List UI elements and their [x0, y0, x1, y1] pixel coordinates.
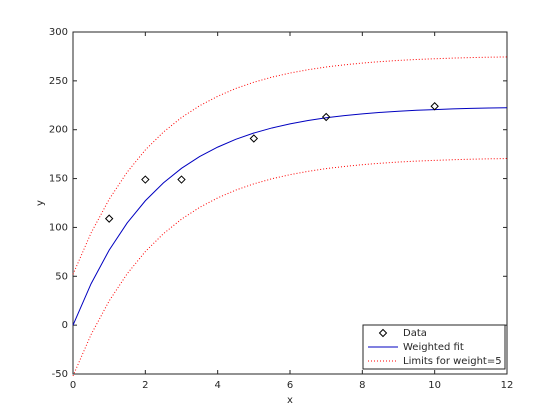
data-point [321, 112, 331, 122]
x-tick-label: 6 [287, 380, 293, 391]
upper-limit-line [72, 56, 508, 275]
y-tick-label: 50 [55, 271, 68, 282]
y-tick-label: 300 [49, 27, 68, 38]
x-tick-label: 12 [501, 380, 514, 391]
x-tick-label: 8 [359, 380, 365, 391]
data-point [177, 175, 186, 184]
x-axis-label: x [287, 395, 293, 406]
x-tick-label: 4 [214, 380, 220, 391]
axes-box [72, 31, 508, 375]
data-point [104, 214, 114, 223]
x-tick-label: 0 [70, 380, 76, 391]
data-point [430, 102, 439, 111]
y-axis-label: y [35, 200, 46, 206]
data-point [249, 134, 259, 143]
plot-area [73, 32, 507, 374]
legend-label: Data [403, 328, 427, 339]
x-tick-label: 2 [142, 380, 148, 391]
legend-label: Limits for weight=5 [403, 356, 502, 367]
y-tick-label: 150 [49, 174, 68, 185]
y-tick-label: -50 [52, 369, 68, 380]
y-tick-label: 100 [49, 222, 68, 233]
data-point [141, 175, 150, 184]
y-tick-label: 250 [49, 76, 68, 87]
legend-label: Weighted fit [403, 342, 464, 353]
legend-marker [378, 328, 388, 338]
y-tick-label: 200 [49, 125, 68, 136]
lower-limit-line [72, 158, 508, 377]
y-tick-label: 0 [62, 320, 68, 331]
x-tick-label: 10 [428, 380, 441, 391]
